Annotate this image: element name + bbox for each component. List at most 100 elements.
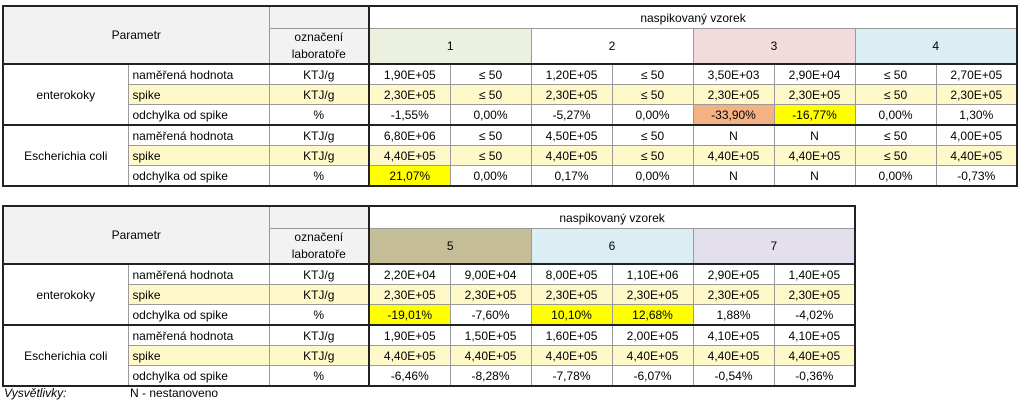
value-cell: 2,90E+05 xyxy=(692,263,775,285)
results-table: Parametr naspikovaný vzorek označení labor… xyxy=(2,205,857,387)
value-cell: 10,10% xyxy=(530,304,613,326)
param-name: odchylka od spike xyxy=(127,165,270,187)
value-cell: -8,28% xyxy=(449,365,532,387)
value-cell: 1,10E+06 xyxy=(611,263,694,285)
value-cell: -0,73% xyxy=(935,165,1018,187)
unit: KTJ/g xyxy=(268,324,370,346)
param-name: naměřená hodnota xyxy=(127,124,270,146)
sample-number: 5 xyxy=(368,228,532,265)
group-name: enterokoky xyxy=(2,263,129,326)
value-cell: 4,40E+05 xyxy=(368,145,451,166)
value-cell: 0,00% xyxy=(611,165,694,187)
value-cell: 2,30E+05 xyxy=(611,284,694,305)
param-header: Parametr xyxy=(2,205,270,265)
sample-header: naspikovaný vzorek xyxy=(368,5,1018,29)
sample-header: naspikovaný vzorek xyxy=(368,205,856,229)
header-row: označení laboratoře 1 2 3 4 xyxy=(3,28,1018,65)
value-cell: 4,40E+05 xyxy=(368,345,451,366)
value-cell: 0,00% xyxy=(449,165,532,187)
value-cell: 4,40E+05 xyxy=(611,345,694,366)
data-row: Escherichia coli naměřená hodnota KTJ/g 1,9… xyxy=(2,324,856,387)
results-table: Parametr naspikovaný vzorek označení labor… xyxy=(2,5,1019,187)
value-cell: 1,30% xyxy=(935,104,1018,126)
value-cell: 2,00E+05 xyxy=(611,324,694,346)
value-cell: 4,40E+05 xyxy=(773,145,856,166)
sample-number: 6 xyxy=(530,228,694,265)
value-cell: 0,00% xyxy=(449,104,532,126)
value-cell: 0,00% xyxy=(854,165,937,187)
unit: % xyxy=(268,165,370,187)
value-cell: ≤ 50 xyxy=(854,63,937,85)
value-cell: -0,54% xyxy=(692,365,775,387)
value-cell: 4,40E+05 xyxy=(530,145,613,166)
unit: KTJ/g xyxy=(268,124,370,146)
unit: KTJ/g xyxy=(268,345,370,366)
value-cell: -4,02% xyxy=(773,304,856,326)
param-name: spike xyxy=(127,345,270,366)
footer-text: N - nestanoveno xyxy=(130,386,219,400)
value-cell: 21,07% xyxy=(368,165,451,187)
data-row: spike KTJ/g 4,40E+05 ≤ 50 4,40E+05 ≤ 50 4,40E+… xyxy=(3,145,1018,166)
value-cell: 2,90E+04 xyxy=(773,63,856,85)
value-cell: 4,40E+05 xyxy=(449,345,532,366)
value-cell: ≤ 50 xyxy=(854,145,937,166)
header-row: Parametr naspikovaný vzorek xyxy=(2,5,1018,65)
param-name: spike xyxy=(127,84,270,105)
value-cell: -6,07% xyxy=(611,365,694,387)
value-cell: 4,10E+05 xyxy=(692,324,775,346)
group-name: Escherichia coli xyxy=(2,124,129,187)
value-cell: -6,46% xyxy=(368,365,451,387)
lab-header: označení laboratoře xyxy=(268,228,370,265)
sample-number: 3 xyxy=(692,28,856,65)
unit: % xyxy=(268,365,370,387)
value-cell: 2,30E+05 xyxy=(368,84,451,105)
data-row: Escherichia coli naměřená hodnota KTJ/g 6,8… xyxy=(2,124,1018,187)
param-header: Parametr xyxy=(2,5,270,65)
value-cell: N xyxy=(692,165,775,187)
data-row: enterokoky naměřená hodnota KTJ/g 1,90E+05 ≤… xyxy=(2,63,1018,126)
unit: KTJ/g xyxy=(268,263,370,285)
value-cell: 4,40E+05 xyxy=(773,345,856,366)
header-cell xyxy=(268,205,370,229)
lab-header: označení laboratoře xyxy=(268,28,370,65)
value-cell: 2,30E+05 xyxy=(935,84,1018,105)
value-cell: 3,50E+03 xyxy=(692,63,775,85)
group-name: Escherichia coli xyxy=(2,324,129,387)
sample-number: 1 xyxy=(368,28,532,65)
value-cell: 4,40E+05 xyxy=(530,345,613,366)
value-cell: ≤ 50 xyxy=(611,145,694,166)
header-cell xyxy=(268,5,370,29)
value-cell: 2,30E+05 xyxy=(692,84,775,105)
value-cell: 2,30E+05 xyxy=(773,84,856,105)
value-cell: 2,30E+05 xyxy=(449,284,532,305)
value-cell: 0,17% xyxy=(530,165,613,187)
value-cell: -19,01% xyxy=(368,304,451,326)
value-cell: ≤ 50 xyxy=(449,63,532,85)
data-row: odchylka od spike% 21,07% 0,00% 0,17% 0,00% N… xyxy=(3,165,1018,187)
group-name: enterokoky xyxy=(2,63,129,126)
unit: KTJ/g xyxy=(268,63,370,85)
value-cell: -0,36% xyxy=(773,365,856,387)
value-cell: 1,20E+05 xyxy=(530,63,613,85)
value-cell: ≤ 50 xyxy=(449,84,532,105)
unit: KTJ/g xyxy=(268,284,370,305)
value-cell: 4,40E+05 xyxy=(935,145,1018,166)
value-cell: ≤ 50 xyxy=(611,84,694,105)
value-cell: N xyxy=(773,124,856,146)
data-row: spike KTJ/g 2,30E+05 2,30E+05 2,30E+05 2,30E+… xyxy=(3,284,856,305)
value-cell: 8,00E+05 xyxy=(530,263,613,285)
value-cell: 2,30E+05 xyxy=(368,284,451,305)
value-cell: ≤ 50 xyxy=(854,84,937,105)
value-cell: 2,20E+04 xyxy=(368,263,451,285)
value-cell: 4,40E+05 xyxy=(692,145,775,166)
value-cell: ≤ 50 xyxy=(449,145,532,166)
value-cell: 1,50E+05 xyxy=(449,324,532,346)
value-cell: ≤ 50 xyxy=(611,63,694,85)
sample-number: 4 xyxy=(854,28,1018,65)
data-row: odchylka od spike% -6,46% -8,28% -7,78% -6,0… xyxy=(3,365,856,387)
unit: KTJ/g xyxy=(268,84,370,105)
value-cell: ≤ 50 xyxy=(611,124,694,146)
value-cell: ≤ 50 xyxy=(854,124,937,146)
value-cell: 2,30E+05 xyxy=(773,284,856,305)
